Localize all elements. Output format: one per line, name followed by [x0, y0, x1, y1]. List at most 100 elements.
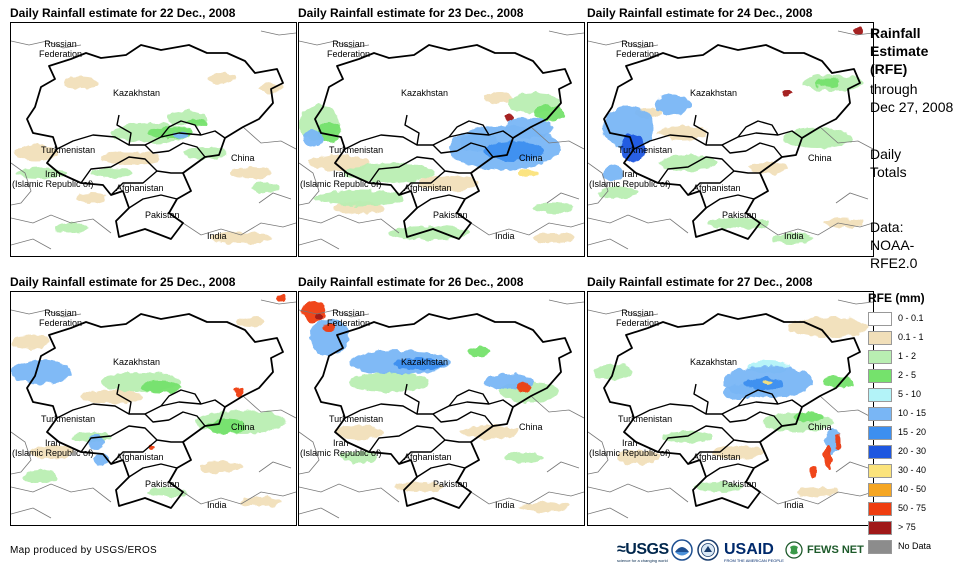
iran-label: Iran (Islamic Republic of): [300, 169, 382, 189]
region-outline: [26, 44, 284, 240]
panel-title: Daily Rainfall estimate for 26 Dec., 200…: [298, 275, 524, 289]
rainfall-area: [211, 232, 271, 244]
rainfall-area: [504, 114, 514, 122]
country-border: [144, 144, 170, 154]
neighbor-border: [11, 507, 52, 519]
pakistan-label-line: Pakistan: [145, 479, 180, 489]
kazakhstan-label: Kazakhstan: [690, 88, 737, 98]
rainfall-areas: [14, 73, 283, 244]
russia-label: Russian Federation: [39, 308, 82, 328]
neighbor-border: [588, 483, 689, 503]
pakistan-label-line: Pakistan: [433, 210, 468, 220]
legend-main-title: Rainfall Estimate (RFE): [870, 24, 928, 78]
afghanistan-label: Afghanistan: [693, 452, 741, 462]
rainfall-area: [519, 502, 569, 512]
india-label: India: [207, 500, 227, 510]
neighbor-border: [11, 238, 52, 250]
rainfall-map: [11, 30, 296, 250]
rainfall-area: [341, 451, 377, 463]
afghanistan-label: Afghanistan: [116, 452, 164, 462]
legend-swatch: [868, 483, 892, 497]
neighbor-border: [470, 491, 584, 505]
data-source-note: Data: NOAA- RFE2.0: [870, 218, 917, 272]
legend-item: 15 - 20: [868, 424, 926, 443]
china-label-line: China: [231, 153, 255, 163]
iran-label-line: Iran: [622, 169, 638, 179]
neighbor-border: [242, 126, 296, 150]
legend-label: 20 - 30: [898, 446, 927, 456]
title-line-estimate: Estimate: [870, 43, 929, 59]
rainfall-area: [534, 202, 574, 214]
country-border: [80, 156, 183, 184]
neighbor-border: [835, 461, 869, 473]
rainfall-map-panel-1: Daily Rainfall estimate for 22 Dec., 200…: [10, 6, 297, 258]
kazakhstan-label-line: Kazakhstan: [113, 88, 161, 98]
rainfall-area: [206, 420, 246, 434]
turkmenistan-label: Turkmenistan: [618, 145, 672, 155]
turkmenistan-label-line: Turkmenistan: [329, 145, 384, 155]
region-outline: [603, 313, 861, 509]
neighbor-border: [299, 507, 340, 519]
neighbor-border: [588, 40, 659, 49]
afghanistan-label-line: Afghanistan: [404, 452, 452, 462]
legend-label: 2 - 5: [898, 370, 917, 380]
turkmenistan-label-line: Turkmenistan: [618, 414, 673, 424]
russia-label-line: Russian: [621, 308, 654, 318]
neighbor-border: [260, 299, 296, 305]
rainfall-area: [241, 497, 281, 507]
pakistan-label-line: Pakistan: [145, 210, 180, 220]
neighbor-border: [242, 395, 296, 419]
daily-label: Daily: [870, 146, 902, 162]
india-label: India: [207, 231, 227, 241]
afghanistan-label: Afghanistan: [404, 452, 452, 462]
russia-label-line: Federation: [39, 49, 83, 59]
pakistan-label: Pakistan: [722, 210, 757, 220]
country-border: [128, 463, 178, 478]
pakistan-label: Pakistan: [433, 479, 468, 489]
china-label-line: China: [808, 153, 832, 163]
rainfall-area: [16, 168, 66, 178]
turkmenistan-label: Turkmenistan: [41, 145, 95, 155]
neighbor-border: [837, 299, 873, 305]
rainfall-area: [101, 151, 161, 165]
rainfall-area: [763, 381, 773, 385]
country-border: [705, 463, 755, 478]
kazakhstan-label-line: Kazakhstan: [113, 357, 161, 367]
title-line-rainfall: Rainfall: [870, 25, 921, 41]
usaid-logo: USAID: [724, 541, 774, 558]
rainfall-area: [534, 233, 574, 243]
neighbor-border: [588, 507, 629, 519]
iran-label-line: Iran: [622, 438, 638, 448]
russia-label-line: Federation: [616, 318, 660, 328]
country-border: [448, 120, 490, 138]
noaa-logo-icon: [671, 539, 693, 561]
rainfall-area: [788, 317, 868, 337]
country-border: [368, 156, 471, 184]
rainfall-area: [334, 425, 384, 439]
rainfall-area: [344, 163, 434, 183]
neighbor-border: [11, 214, 112, 234]
rainfall-map-panel-2: Daily Rainfall estimate for 23 Dec., 200…: [298, 6, 585, 258]
neighbor-border: [11, 483, 112, 503]
iran-label: Iran (Islamic Republic of): [300, 438, 382, 458]
rainfall-area: [798, 487, 838, 497]
legend-swatch: [868, 407, 892, 421]
neighbor-border: [11, 40, 82, 49]
afghanistan-label-line: Afghanistan: [116, 183, 164, 193]
iran-label-line: Iran: [333, 438, 349, 448]
rainfall-map: [588, 299, 873, 519]
rainfall-area: [55, 223, 87, 233]
neighbor-border: [299, 483, 400, 503]
india-label-line: India: [207, 500, 227, 510]
neighbor-border: [299, 40, 370, 49]
neighbor-border: [588, 162, 609, 206]
afghanistan-label-line: Afghanistan: [116, 452, 164, 462]
rainfall-area: [252, 182, 280, 194]
partner-logos: ≈USGS science for a changing world USAID…: [617, 537, 864, 563]
pakistan-label-line: Pakistan: [722, 210, 757, 220]
rainfall-area: [146, 487, 186, 497]
legend-label: 50 - 75: [898, 503, 927, 513]
usgs-logo: ≈USGS: [617, 541, 669, 558]
doi-seal-icon: [697, 539, 719, 561]
china-label: China: [808, 153, 832, 163]
